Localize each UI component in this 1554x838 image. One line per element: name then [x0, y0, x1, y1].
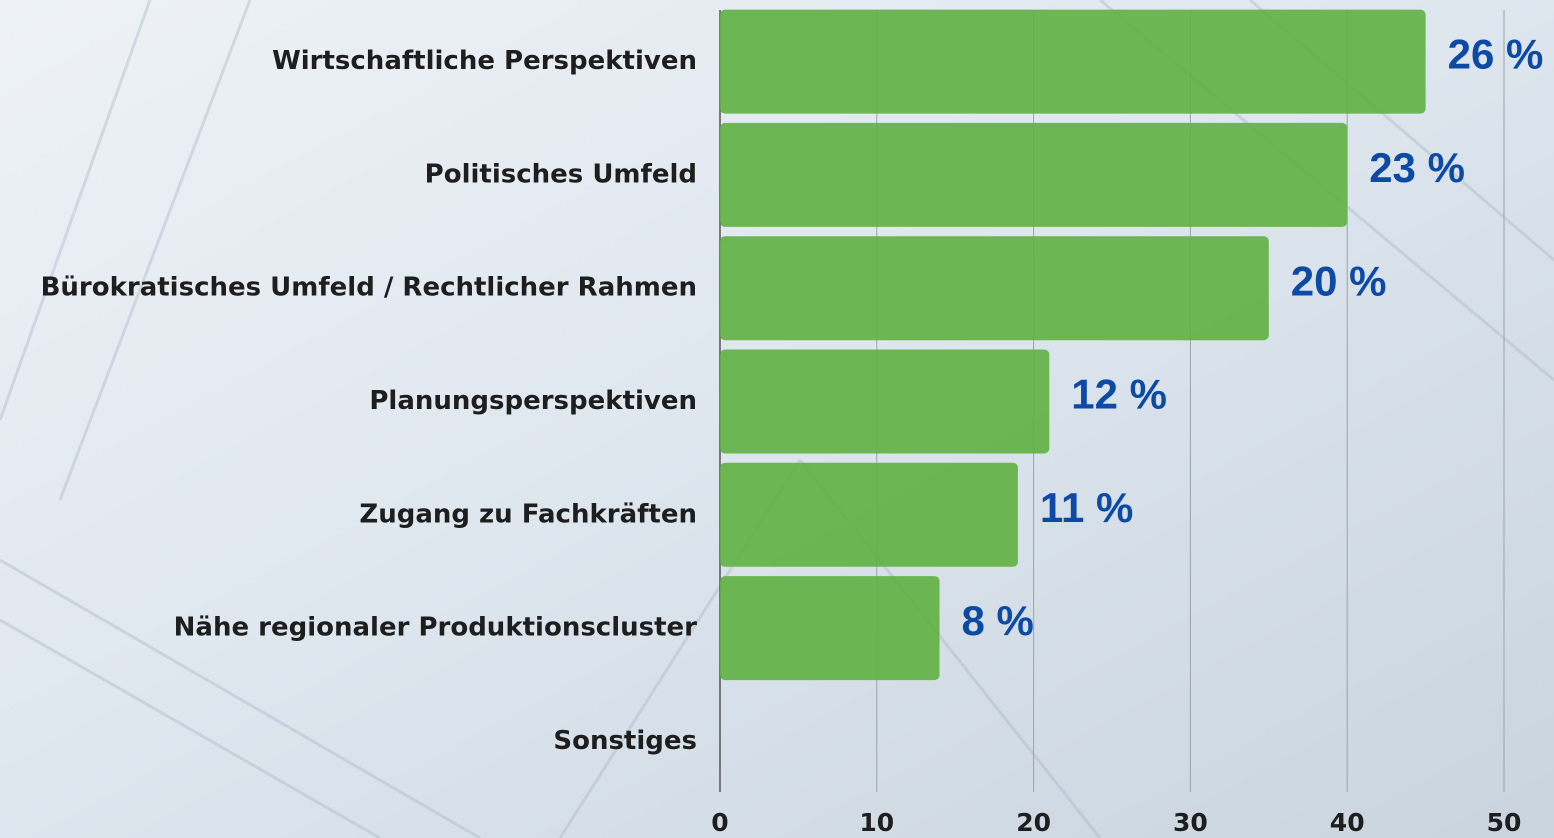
value-label: 11 % — [1040, 484, 1133, 531]
y-tick-label: Bürokratisches Umfeld / Rechtlicher Rahm… — [41, 273, 697, 303]
bar — [720, 350, 1049, 454]
y-tick-label: Planungsperspektiven — [369, 386, 697, 416]
bar — [720, 576, 940, 680]
bar — [720, 123, 1347, 227]
y-tick-label: Politisches Umfeld — [425, 159, 697, 189]
x-tick-label: 40 — [1330, 808, 1365, 837]
value-label: 23 % — [1369, 144, 1465, 191]
value-label: 20 % — [1291, 257, 1387, 304]
value-label: 8 % — [962, 597, 1034, 644]
x-tick-label: 30 — [1173, 808, 1208, 837]
value-label: 26 % — [1448, 31, 1544, 78]
y-tick-label: Zugang zu Fachkräften — [359, 499, 697, 529]
bar — [720, 463, 1018, 567]
x-tick-label: 20 — [1016, 808, 1051, 837]
bar — [720, 236, 1269, 340]
y-tick-label: Sonstiges — [553, 726, 697, 756]
x-tick-label: 50 — [1487, 808, 1522, 837]
x-tick-label: 0 — [711, 808, 728, 837]
bar — [720, 10, 1426, 114]
chart: 0 10 20 30 40 50 Wirtschaftliche Perspektiven 2… — [0, 0, 1554, 838]
value-label: 12 % — [1071, 371, 1167, 418]
y-tick-label: Wirtschaftliche Perspektiven — [272, 46, 697, 76]
y-tick-label: Nähe regionaler Produktionscluster — [174, 613, 698, 643]
x-tick-label: 10 — [859, 808, 894, 837]
